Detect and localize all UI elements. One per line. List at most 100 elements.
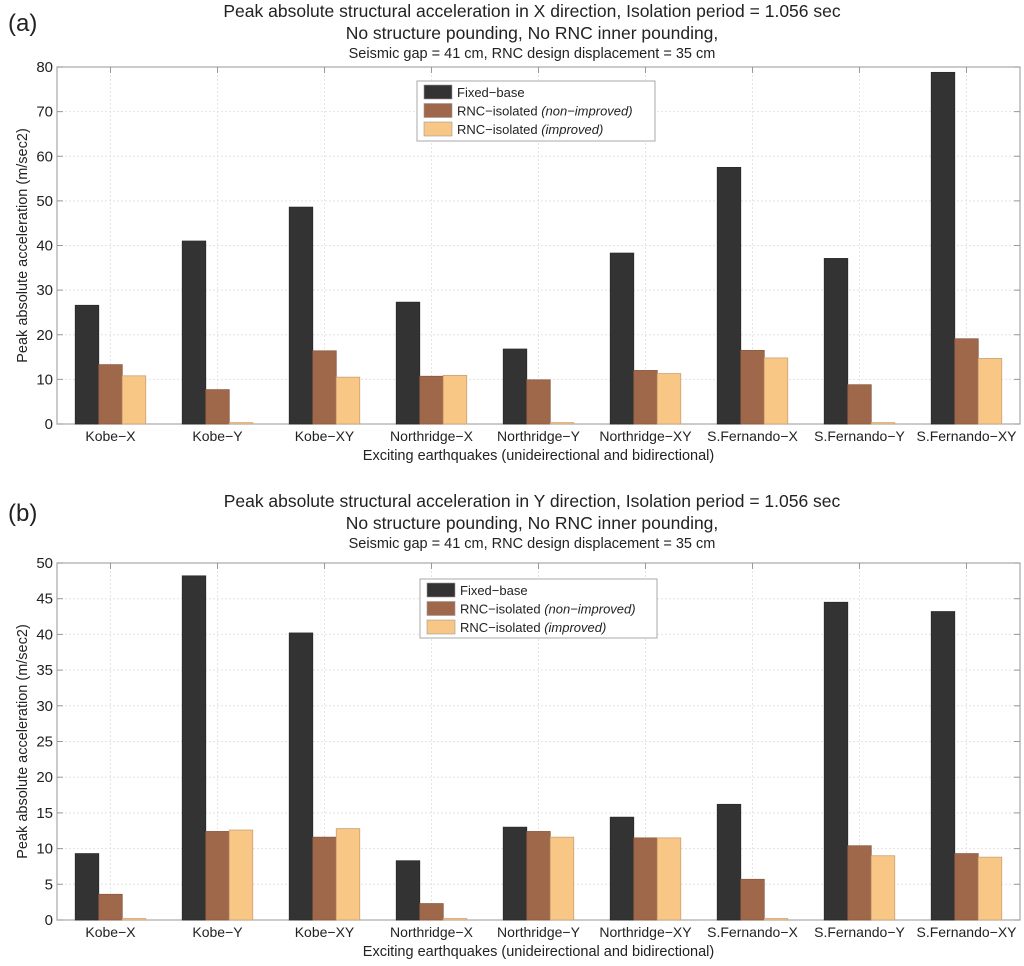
- bar-fixed-base: [395, 860, 421, 921]
- x-tick-label: Kobe−XY: [295, 428, 355, 444]
- y-tick-label: 50: [36, 193, 53, 210]
- y-tick-label: 50: [36, 555, 53, 572]
- bar-rnc-non-improved: [526, 831, 551, 921]
- x-tick-label: Kobe−Y: [192, 428, 243, 444]
- bar-rnc-improved: [442, 918, 468, 921]
- x-tick-label: S.Fernando−XY: [916, 428, 1017, 444]
- x-tick-label: Kobe−Y: [192, 924, 243, 940]
- bar-fixed-base: [716, 167, 742, 425]
- bar-rnc-improved: [977, 358, 1003, 425]
- y-tick-label: 35: [36, 662, 53, 679]
- bar-rnc-non-improved: [740, 349, 765, 425]
- bar-chart-y-direction: 0 5 10 15 20 25 30 35 40 45 50 Kobe−X Kobe−Y Kobe−XY N…: [15, 555, 1021, 960]
- bar-rnc-improved: [335, 828, 361, 921]
- bar-rnc-non-improved: [633, 837, 658, 921]
- bar-rnc-non-improved: [419, 903, 444, 921]
- x-tick-label: Kobe−X: [85, 428, 136, 444]
- bar-rnc-improved: [121, 375, 147, 425]
- bar-rnc-non-improved: [847, 384, 872, 425]
- legend-label: RNC−isolated (non−improved): [457, 104, 633, 119]
- bar-fixed-base: [502, 348, 528, 425]
- y-tick-label: 10: [36, 841, 53, 858]
- y-tick-label: 0: [45, 912, 53, 929]
- bar-fixed-base: [609, 252, 635, 425]
- x-tick-label: Northridge−X: [390, 428, 474, 444]
- bar-rnc-non-improved: [847, 845, 872, 921]
- chart-subtitle: No structure pounding, No RNC inner poun…: [345, 23, 719, 43]
- bar-fixed-base: [181, 240, 207, 425]
- x-tick-label: Northridge−XY: [599, 924, 692, 940]
- bar-rnc-non-improved: [954, 338, 979, 425]
- y-tick-label: 20: [36, 769, 53, 786]
- x-tick-label: Kobe−X: [85, 924, 136, 940]
- bar-rnc-non-improved: [205, 389, 230, 425]
- y-tick-label: 5: [45, 876, 53, 893]
- bar-rnc-improved: [442, 374, 468, 425]
- bar-rnc-improved: [656, 837, 682, 921]
- x-tick-label: S.Fernando−Y: [814, 428, 905, 444]
- legend-label: Fixed−base: [457, 85, 525, 100]
- legend-box: [419, 578, 658, 639]
- chart-panel-a: (a) Peak absolute structural acceleratio…: [0, 0, 1024, 478]
- bar-rnc-non-improved: [954, 853, 979, 921]
- y-tick-label: 25: [36, 734, 53, 751]
- bar-rnc-improved: [656, 373, 682, 425]
- x-tick-label: Northridge−Y: [497, 428, 581, 444]
- legend-label: RNC−isolated (improved): [460, 620, 606, 635]
- bar-rnc-non-improved: [98, 893, 123, 921]
- bar-rnc-non-improved: [633, 370, 658, 425]
- bar-rnc-improved: [549, 422, 575, 425]
- bar-rnc-improved: [228, 829, 254, 921]
- y-axis-title: Peak absolute acceleration (m/sec2): [15, 624, 31, 859]
- y-tick-label: 30: [36, 698, 53, 715]
- legend-label: Fixed−base: [460, 583, 528, 598]
- bar-fixed-base: [823, 258, 849, 425]
- bar-fixed-base: [502, 826, 528, 921]
- x-tick-label: Northridge−Y: [497, 924, 581, 940]
- legend: Fixed−base RNC−isolated (non−improved) RNC…: [419, 578, 658, 639]
- bar-chart-x-direction: 0 10 20 30 40 50 60 70 80 Kobe−X Kobe−Y Kobe−XY Nort…: [15, 59, 1021, 464]
- y-tick-label: 30: [36, 282, 53, 299]
- y-tick-label: 80: [36, 59, 53, 76]
- bar-rnc-improved: [121, 918, 147, 921]
- bar-rnc-non-improved: [740, 878, 765, 921]
- x-axis-title: Exciting earthquakes (unideirectional an…: [363, 944, 714, 960]
- bar-rnc-improved: [335, 376, 361, 425]
- x-tick-label: Northridge−XY: [599, 428, 692, 444]
- bar-rnc-non-improved: [312, 350, 337, 425]
- x-tick-label: S.Fernando−Y: [814, 924, 905, 940]
- bar-rnc-non-improved: [98, 364, 123, 425]
- y-axis-title: Peak absolute acceleration (m/sec2): [15, 128, 31, 363]
- bar-fixed-base: [609, 816, 635, 921]
- x-tick-label: S.Fernando−XY: [916, 924, 1017, 940]
- chart-title: Peak absolute structural acceleration in…: [223, 1, 841, 21]
- bar-rnc-improved: [763, 918, 789, 921]
- y-tick-label: 60: [36, 148, 53, 165]
- y-tick-label: 70: [36, 104, 53, 121]
- legend-swatch: [423, 103, 453, 118]
- y-tick-label: 40: [36, 238, 53, 255]
- bar-fixed-base: [823, 601, 849, 921]
- bar-rnc-improved: [549, 836, 575, 921]
- bar-fixed-base: [74, 853, 100, 921]
- bar-rnc-improved: [763, 357, 789, 425]
- x-axis-title: Exciting earthquakes (unideirectional an…: [363, 448, 714, 464]
- legend-box: [416, 80, 656, 142]
- legend-swatch: [423, 121, 453, 137]
- legend-swatch: [426, 601, 456, 616]
- chart-subtitle-2: Seismic gap = 41 cm, RNC design displace…: [348, 536, 716, 552]
- y-tick-label: 40: [36, 626, 53, 643]
- bar-fixed-base: [395, 301, 421, 425]
- bar-fixed-base: [930, 611, 956, 921]
- bar-rnc-non-improved: [526, 379, 551, 425]
- y-tick-label: 15: [36, 805, 53, 822]
- y-tick-label: 45: [36, 591, 53, 608]
- bar-rnc-improved: [870, 855, 896, 921]
- bar-rnc-improved: [870, 422, 896, 425]
- legend-swatch: [426, 582, 456, 598]
- bar-fixed-base: [288, 632, 314, 921]
- legend-swatch: [426, 619, 456, 635]
- panel-label: (a): [8, 10, 38, 37]
- bar-rnc-non-improved: [205, 831, 230, 921]
- bar-rnc-non-improved: [419, 375, 444, 425]
